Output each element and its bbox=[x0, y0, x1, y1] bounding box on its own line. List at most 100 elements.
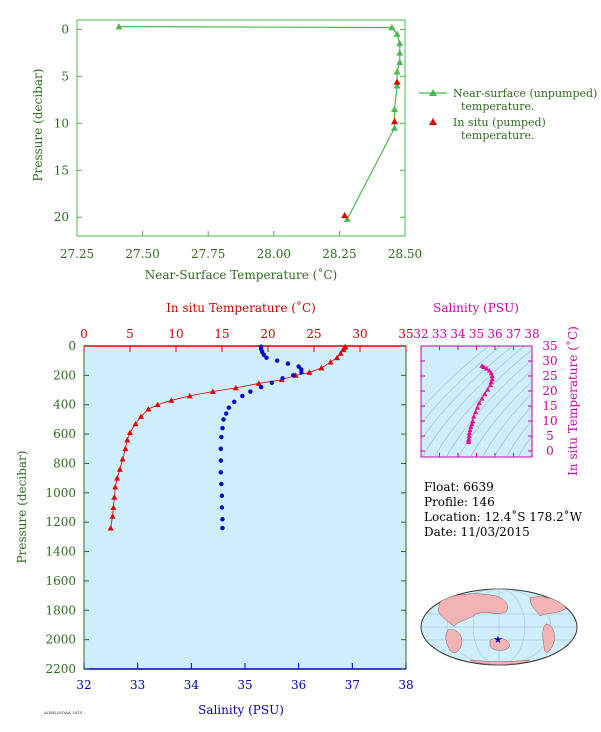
legend-label-near-surface-1: Near-surface (unpumped) bbox=[453, 87, 597, 100]
ts-salinity-tick-label: 35 bbox=[469, 327, 484, 341]
temperature-point bbox=[138, 413, 145, 419]
salinity-point bbox=[218, 470, 224, 475]
near-surface-point bbox=[393, 30, 401, 37]
near-surface-y-tick-label: 5 bbox=[61, 69, 69, 83]
profile-y-tick-label: 1000 bbox=[45, 486, 76, 500]
ts-point bbox=[466, 430, 473, 436]
ts-temperature-tick-label: 30 bbox=[542, 354, 557, 368]
density-contour bbox=[518, 435, 532, 457]
near-surface-point bbox=[396, 49, 404, 56]
profile-y-tick-label: 600 bbox=[53, 427, 76, 441]
ts-temperature-tick-label: 0 bbox=[546, 444, 554, 458]
ts-plot-background bbox=[420, 345, 533, 458]
float-location-star: ★ bbox=[494, 635, 503, 646]
ts-salinity-tick-label: 37 bbox=[506, 327, 521, 341]
density-contour bbox=[421, 346, 513, 441]
near-surface-series bbox=[115, 23, 404, 222]
near-surface-x-tick-label: 28.00 bbox=[257, 247, 291, 261]
temperature-point bbox=[110, 504, 117, 510]
temperature-point bbox=[168, 397, 175, 403]
profile-temperature-tick-label: 20 bbox=[260, 327, 275, 341]
profile-y-tick-label: 1600 bbox=[45, 574, 76, 588]
salinity-point bbox=[219, 505, 225, 510]
temperature-point bbox=[124, 436, 131, 443]
footer-code: AOML/NOAA 2015 bbox=[43, 710, 83, 715]
salinity-point bbox=[299, 370, 304, 375]
density-contour bbox=[421, 346, 501, 425]
ts-salinity-tick-label: 38 bbox=[524, 327, 539, 341]
ts-point bbox=[479, 395, 485, 401]
ts-salinity-tick-label: 36 bbox=[487, 327, 502, 341]
ts-right-axis-label: In situ Temperature (˚C) bbox=[565, 326, 580, 476]
legend-label-in-situ-2: temperature. bbox=[461, 129, 535, 142]
temperature-point bbox=[119, 456, 126, 462]
temperature-point bbox=[318, 365, 325, 371]
near-surface-point bbox=[393, 68, 401, 75]
temperature-point bbox=[116, 466, 123, 472]
temperature-point bbox=[145, 406, 152, 412]
temperature-point bbox=[340, 346, 347, 353]
ts-point bbox=[471, 413, 477, 419]
profile-y-tick-label: 2200 bbox=[45, 662, 76, 676]
profile-y-tick-label: 1400 bbox=[45, 545, 76, 559]
ts-point bbox=[472, 409, 479, 415]
ts-point bbox=[465, 439, 472, 445]
near-surface-x-axis-label: Near-Surface Temperature (˚C) bbox=[145, 267, 337, 282]
salinity-point bbox=[219, 434, 224, 440]
profile-temperature-tick-label: 30 bbox=[352, 327, 367, 341]
density-contour bbox=[482, 392, 532, 457]
salinity-point bbox=[226, 405, 232, 410]
ts-point bbox=[487, 382, 493, 388]
salinity-point bbox=[220, 426, 225, 431]
temperature-point bbox=[232, 384, 239, 391]
temperature-point bbox=[111, 494, 118, 500]
profile-y-tick-label: 2000 bbox=[45, 633, 76, 647]
ts-salinity-tick-label: 32 bbox=[413, 327, 428, 341]
ts-salinity-tick-label: 33 bbox=[432, 327, 447, 341]
in-situ-point bbox=[393, 78, 401, 85]
salinity-point bbox=[218, 458, 224, 463]
temperature-point bbox=[255, 380, 262, 386]
legend-marker-near-surface bbox=[429, 89, 437, 96]
near-surface-y-tick-label: 10 bbox=[54, 116, 69, 130]
near-surface-point bbox=[391, 105, 399, 113]
near-surface-plot-frame bbox=[76, 19, 406, 237]
salinity-point bbox=[219, 493, 225, 498]
ts-salinity-tick-label: 34 bbox=[450, 327, 466, 341]
profile-y-axis-label: Pressure (decibar) bbox=[15, 451, 29, 564]
density-contour bbox=[530, 453, 532, 457]
salinity-point bbox=[258, 384, 264, 390]
density-contour bbox=[494, 405, 532, 457]
ts-point bbox=[470, 418, 476, 424]
salinity-point bbox=[269, 380, 275, 385]
salinity-point bbox=[291, 373, 296, 378]
near-surface-y-tick-label: 15 bbox=[54, 163, 69, 177]
density-contour bbox=[506, 419, 532, 457]
near-surface-point bbox=[396, 58, 404, 66]
density-contour bbox=[470, 381, 532, 457]
density-contour bbox=[422, 346, 525, 457]
near-surface-point bbox=[393, 82, 401, 89]
legend-label-in-situ-1: In situ (pumped) bbox=[453, 116, 546, 129]
ts-temperature-tick-label: 35 bbox=[542, 339, 557, 353]
salinity-point bbox=[261, 352, 266, 358]
info-location: Location: 12.4˚S 178.2˚W bbox=[424, 510, 582, 524]
legend-label-near-surface-2: temperature. bbox=[461, 100, 535, 113]
info-profile: Profile: 146 bbox=[424, 495, 495, 509]
salinity-point bbox=[248, 389, 253, 394]
profile-y-tick-label: 200 bbox=[53, 368, 76, 382]
profile-salinity-tick-label: 35 bbox=[237, 678, 252, 692]
salinity-point bbox=[280, 376, 285, 381]
profile-temperature-tick-label: 35 bbox=[398, 327, 413, 341]
profile-salinity-tick-label: 33 bbox=[130, 678, 145, 692]
density-contour bbox=[434, 349, 532, 457]
salinity-point bbox=[220, 517, 225, 522]
ts-point bbox=[481, 364, 487, 370]
ts-point bbox=[468, 424, 474, 430]
near-surface-y-axis-label: Pressure (decibar) bbox=[31, 69, 45, 182]
in-situ-point bbox=[391, 117, 399, 125]
near-surface-x-ticks: 27.25 27.50 27.75 28.00 28.25 28.50 bbox=[60, 231, 422, 261]
salinity-point bbox=[264, 355, 269, 360]
